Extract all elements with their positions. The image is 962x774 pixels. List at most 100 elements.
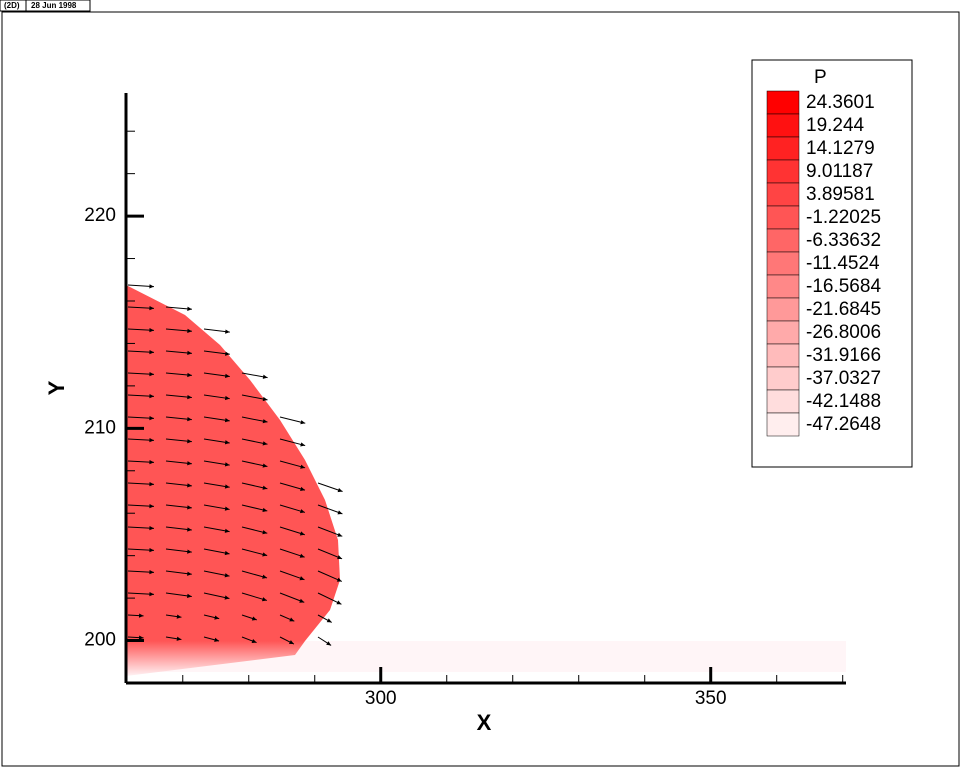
- vector-head: [149, 592, 154, 597]
- vector-head: [224, 528, 230, 533]
- vector-head: [300, 486, 306, 491]
- vector-head: [149, 371, 154, 377]
- legend-label: -1.22025: [806, 207, 881, 228]
- vector-head: [225, 351, 230, 356]
- vector-head: [262, 463, 268, 468]
- vector-head: [187, 549, 192, 554]
- vector-head: [149, 284, 154, 289]
- vector-head: [326, 618, 332, 623]
- vector-head: [299, 553, 305, 558]
- legend-swatch: [766, 205, 800, 230]
- vector-head: [149, 526, 154, 531]
- vector-head: [224, 573, 230, 578]
- legend-label: -11.4524: [806, 253, 880, 274]
- vector-head: [187, 350, 192, 356]
- vector-head: [149, 459, 154, 465]
- vector-head: [262, 374, 268, 379]
- vector-head: [262, 419, 268, 424]
- vector-head: [251, 638, 257, 643]
- legend-swatch: [766, 297, 800, 322]
- vector-head: [337, 555, 343, 560]
- vector-head: [261, 597, 267, 602]
- legend-swatch: [766, 159, 800, 184]
- vector-head: [337, 510, 343, 515]
- header-box: [0, 0, 91, 12]
- vector-head: [225, 329, 230, 334]
- vector-head: [187, 394, 192, 400]
- vector-head: [224, 484, 230, 489]
- vector-head: [138, 613, 144, 618]
- frame: [1, 11, 960, 767]
- vector-head: [149, 548, 154, 553]
- vector-head: [337, 488, 343, 493]
- vector-head: [300, 420, 306, 425]
- vector-head: [187, 306, 192, 311]
- legend-label: 14.1279: [806, 138, 875, 159]
- vector-head: [299, 598, 305, 603]
- y-tick-label: 200: [84, 630, 116, 651]
- vector-field: [127, 284, 343, 646]
- legend-label: -16.5684: [806, 276, 881, 297]
- vector-head: [289, 617, 295, 622]
- vector-head: [187, 483, 192, 488]
- legend-swatch: [766, 90, 800, 115]
- vector-head: [149, 437, 154, 443]
- legend-label: -26.8006: [806, 322, 881, 343]
- x-axis-label: X: [477, 710, 492, 735]
- legend-swatch: [766, 366, 800, 391]
- vector-head: [251, 616, 257, 621]
- vector-head: [299, 576, 305, 581]
- vector-head: [224, 462, 230, 467]
- vector-head: [187, 439, 192, 444]
- vector-head: [299, 509, 305, 514]
- vector-head: [336, 577, 342, 582]
- vector-head: [224, 395, 230, 401]
- vector-head: [262, 441, 268, 446]
- legend-swatch: [766, 136, 800, 161]
- vector-head: [326, 641, 332, 646]
- vector-head: [187, 461, 192, 466]
- legend-label: -37.0327: [806, 368, 881, 389]
- legend-title: P: [814, 67, 827, 88]
- vector-head: [299, 531, 305, 536]
- legend-swatch: [766, 182, 800, 207]
- vector-head: [336, 600, 342, 605]
- legend-label: 3.89581: [806, 184, 875, 205]
- legend-swatch: [766, 228, 800, 253]
- vector-head: [214, 637, 220, 642]
- legend-swatch: [766, 389, 800, 414]
- legend-label: -47.2648: [806, 414, 881, 435]
- vector-head: [149, 305, 154, 311]
- legend-swatch: [766, 320, 800, 345]
- vector-head: [149, 482, 154, 487]
- legend-label: -42.1488: [806, 391, 881, 412]
- header-mode: (2D): [4, 1, 20, 10]
- vector-head: [187, 593, 192, 598]
- vector-head: [262, 552, 268, 557]
- vector-head: [337, 532, 343, 537]
- y-tick-label: 210: [84, 417, 116, 438]
- vector-head: [149, 327, 154, 333]
- contour-region: [126, 285, 340, 641]
- x-tick-label: 300: [365, 688, 397, 709]
- vector-head: [262, 485, 268, 490]
- y-axis-label: Y: [44, 380, 69, 395]
- vector-head: [262, 396, 268, 402]
- vector-head: [262, 530, 268, 535]
- legend-swatch: [766, 113, 800, 138]
- vector-head: [224, 595, 230, 600]
- legend-swatch: [766, 251, 800, 276]
- vector-head: [149, 570, 154, 575]
- legend-label: 24.3601: [806, 92, 875, 113]
- vector-head: [224, 373, 230, 379]
- vector-head: [214, 615, 220, 620]
- vector-head: [149, 349, 154, 355]
- vector-head: [300, 442, 306, 447]
- vector-head: [224, 550, 230, 556]
- contour-fade: [126, 641, 305, 676]
- vector-head: [262, 507, 268, 512]
- legend-label: 9.01187: [806, 161, 873, 182]
- x-tick-label: 350: [695, 688, 727, 709]
